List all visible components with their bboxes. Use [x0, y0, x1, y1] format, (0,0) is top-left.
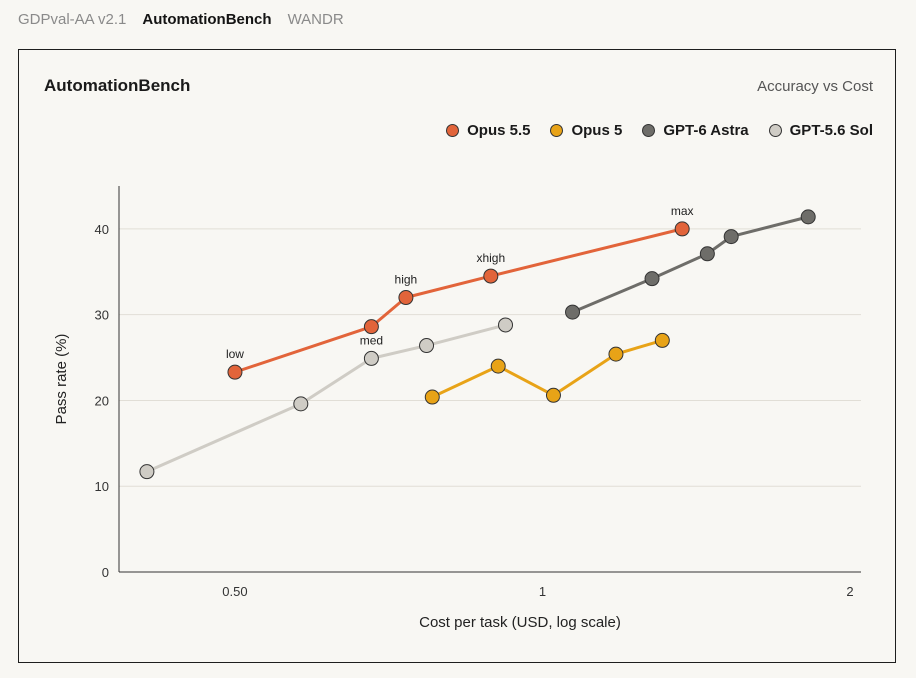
y-tick-label: 10 [95, 479, 109, 494]
chart-panel: AutomationBench Accuracy vs Cost Opus 5.… [18, 49, 896, 663]
y-tick-label: 30 [95, 308, 109, 323]
point-annotation: max [671, 204, 694, 218]
data-point [644, 271, 660, 287]
data-point [363, 319, 379, 335]
legend-label: GPT-6 Astra [663, 122, 749, 139]
benchmark-tabs: GDPval-AA v2.1 AutomationBench WANDR [18, 10, 344, 30]
data-point [398, 290, 414, 306]
tab-gdpval-aa-v2-1[interactable]: GDPval-AA v2.1 [18, 11, 127, 28]
data-point [424, 389, 440, 405]
y-tick-label: 0 [102, 565, 109, 580]
chart-svg: 0 10 20 30 40 0.50 1 2 Cost per task (USD, log s… [53, 186, 861, 631]
x-tick-label: 1 [539, 584, 546, 599]
y-tick-label: 20 [95, 393, 109, 408]
data-point [293, 396, 309, 412]
legend-swatch [768, 124, 782, 137]
data-point [363, 350, 379, 366]
data-point [498, 317, 514, 333]
x-axis-label: Cost per task (USD, log scale) [419, 614, 621, 631]
legend-swatch [446, 124, 460, 137]
legend: Opus 5.5 Opus 5 GPT-6 Astra GPT-5.6 Sol [446, 122, 873, 139]
data-point [545, 387, 561, 403]
data-point [565, 304, 581, 320]
legend-swatch [642, 124, 656, 137]
x-tick-label: 2 [846, 584, 853, 599]
chart-subtitle: Accuracy vs Cost [757, 78, 873, 95]
data-point [800, 209, 816, 225]
chart-title: AutomationBench [44, 76, 191, 95]
series-line [431, 338, 663, 399]
legend-label: GPT-5.6 Sol [789, 122, 873, 139]
point-annotation: xhigh [476, 251, 505, 265]
data-point [654, 332, 670, 348]
point-annotation: med [360, 333, 383, 347]
legend-label: Opus 5 [571, 122, 623, 139]
y-tick-label: 40 [95, 222, 109, 237]
data-point [723, 229, 739, 245]
y-axis-label: Pass rate (%) [53, 334, 70, 425]
legend-label: Opus 5.5 [467, 122, 531, 139]
data-point [483, 268, 499, 284]
data-point [139, 464, 155, 480]
series-line [571, 215, 809, 314]
tab-wandr[interactable]: WANDR [287, 11, 344, 28]
data-point [490, 358, 506, 374]
data-point [419, 338, 435, 354]
point-annotation: low [226, 347, 244, 361]
legend-item[interactable]: Opus 5.5 [446, 122, 530, 139]
legend-swatch [550, 124, 564, 137]
data-point [699, 246, 715, 262]
legend-item[interactable]: GPT-6 Astra [642, 122, 749, 139]
tab-automationbench[interactable]: AutomationBench [142, 11, 272, 28]
point-annotation: high [395, 273, 418, 287]
series-line [146, 323, 506, 474]
data-point [608, 346, 624, 362]
legend-item[interactable]: GPT-5.6 Sol [768, 122, 873, 139]
data-point [674, 221, 690, 237]
x-tick-label: 0.50 [222, 584, 247, 599]
data-point [227, 364, 243, 380]
legend-item[interactable]: Opus 5 [550, 122, 622, 139]
